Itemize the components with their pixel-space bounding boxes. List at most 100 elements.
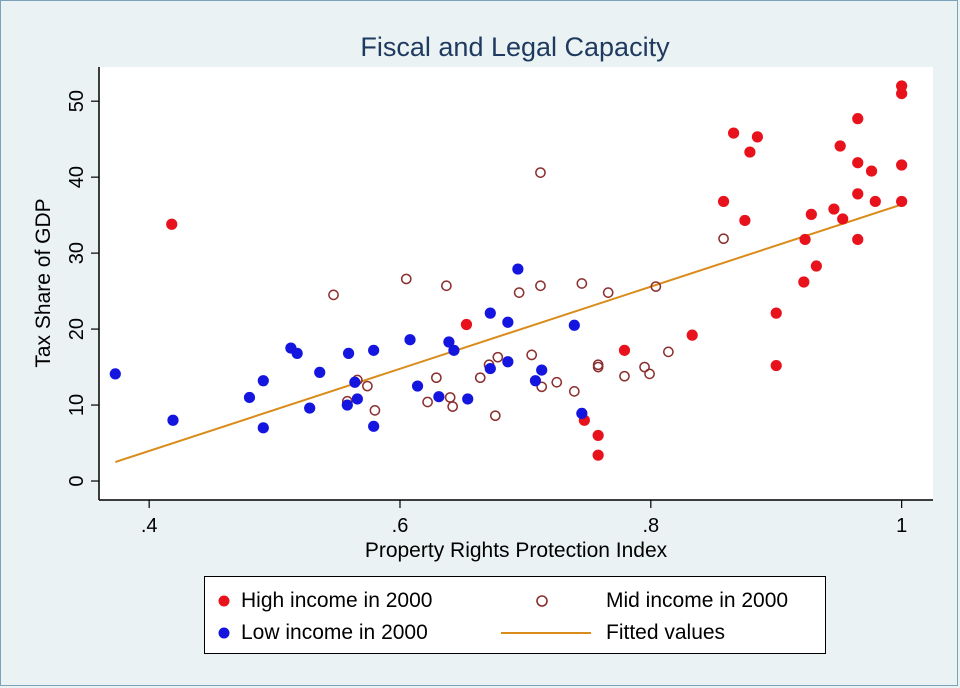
low-income-point [536,364,548,376]
mid-income-point [639,361,650,373]
mid-income-point [447,401,459,412]
high-income-point [751,131,764,143]
mid-income-point [441,280,452,292]
low-income-point [349,376,361,388]
low-income-point [448,344,460,356]
y-tick-label: 40 [66,166,88,188]
chart-title: Fiscal and Legal Capacity [360,32,670,62]
mid-income-point [568,386,580,397]
mid-income-point [489,410,501,422]
low-income-point [341,399,353,411]
y-tick-label: 50 [66,90,88,112]
legend-label-mid: Mid income in 2000 [606,589,789,612]
mid-income-point [619,370,630,382]
legend-item-low: Low income in 2000 [217,619,428,647]
mid-income-point [369,405,381,416]
high-income-point [805,208,817,220]
low-income-point [368,344,380,356]
y-tick-label: 0 [66,475,88,486]
high-income-point [869,195,881,208]
low-income-point [304,402,316,414]
low-income-point [443,336,455,348]
high-income-point [837,213,849,225]
high-income-point [460,318,473,331]
low-income-point [314,366,326,378]
high-income-point [834,140,846,152]
y-tick-label: 30 [66,242,88,264]
legend-label-low: Low income in 2000 [241,621,428,644]
low-income-point [411,380,424,392]
high-income-point [852,113,864,125]
low-income-point [502,356,514,368]
legend-item-fitted: Fitted values [501,619,725,647]
legend-label-high: High income in 2000 [241,589,433,612]
mid-income-point [576,278,588,289]
high-income-point [770,359,782,372]
low-income-point [109,368,121,380]
mid-income-point [400,273,412,285]
low-income-point [368,420,380,432]
y-tick-label: 20 [66,318,88,340]
high-income-point [828,203,840,215]
plot-area [99,67,933,500]
low-income-point [568,319,580,331]
low-income-point [257,375,269,387]
high-income-point [799,233,811,246]
legend-label-fitted: Fitted values [606,621,726,644]
low-income-point [342,347,355,359]
mid-income-point [663,346,674,358]
mid-income-point [526,349,538,361]
scatter-points-layer [109,80,908,461]
mid-income-point [535,167,546,178]
low-income-point [502,316,514,328]
mid-income-point [592,361,604,373]
high-income-point [686,329,698,341]
mid-income-point [602,287,614,298]
legend-item-mid: Mid income in 2000 [535,587,788,615]
mid-income-point [551,376,563,388]
x-axis-title: Property Rights Protection Index [365,539,668,562]
mid-income-point [474,372,486,384]
low-income-point [167,414,179,426]
legend-marker-mid [536,595,548,607]
high-income-point [896,159,908,171]
mid-income-point [422,396,433,408]
high-income-point [810,260,822,272]
mid-income-point [513,287,525,298]
low-income-point [484,307,496,319]
high-income-point [717,195,730,208]
high-income-point [739,214,751,227]
low-income-point [576,407,588,419]
low-income-point [512,263,524,275]
legend-marker-low [218,627,230,639]
x-tick-label: 1 [896,515,907,537]
low-income-point [484,362,496,375]
high-income-point [744,146,756,158]
mid-income-point [536,381,548,393]
y-axis-title: Tax Share of GDP [32,198,55,367]
low-income-point [404,334,416,346]
high-income-point [618,344,631,356]
legend-item-high: High income in 2000 [217,587,432,615]
high-income-point [865,165,878,177]
high-income-point [852,188,864,200]
low-income-point [257,422,269,434]
low-income-point [529,375,542,387]
mid-income-point [535,280,546,292]
high-income-point [852,233,864,246]
axes [98,67,933,501]
legend-marker-high [218,595,230,607]
low-income-point [291,347,303,359]
x-tick-label: .6 [392,515,409,537]
mid-income-point [362,380,373,392]
high-income-point [896,87,908,100]
high-income-point [592,449,604,461]
legend-marker-fitted [501,632,591,634]
low-income-point [243,391,256,404]
high-income-point [592,429,604,442]
mid-income-point [328,289,339,301]
high-income-point [896,195,908,208]
x-tick-label: .8 [642,515,659,537]
